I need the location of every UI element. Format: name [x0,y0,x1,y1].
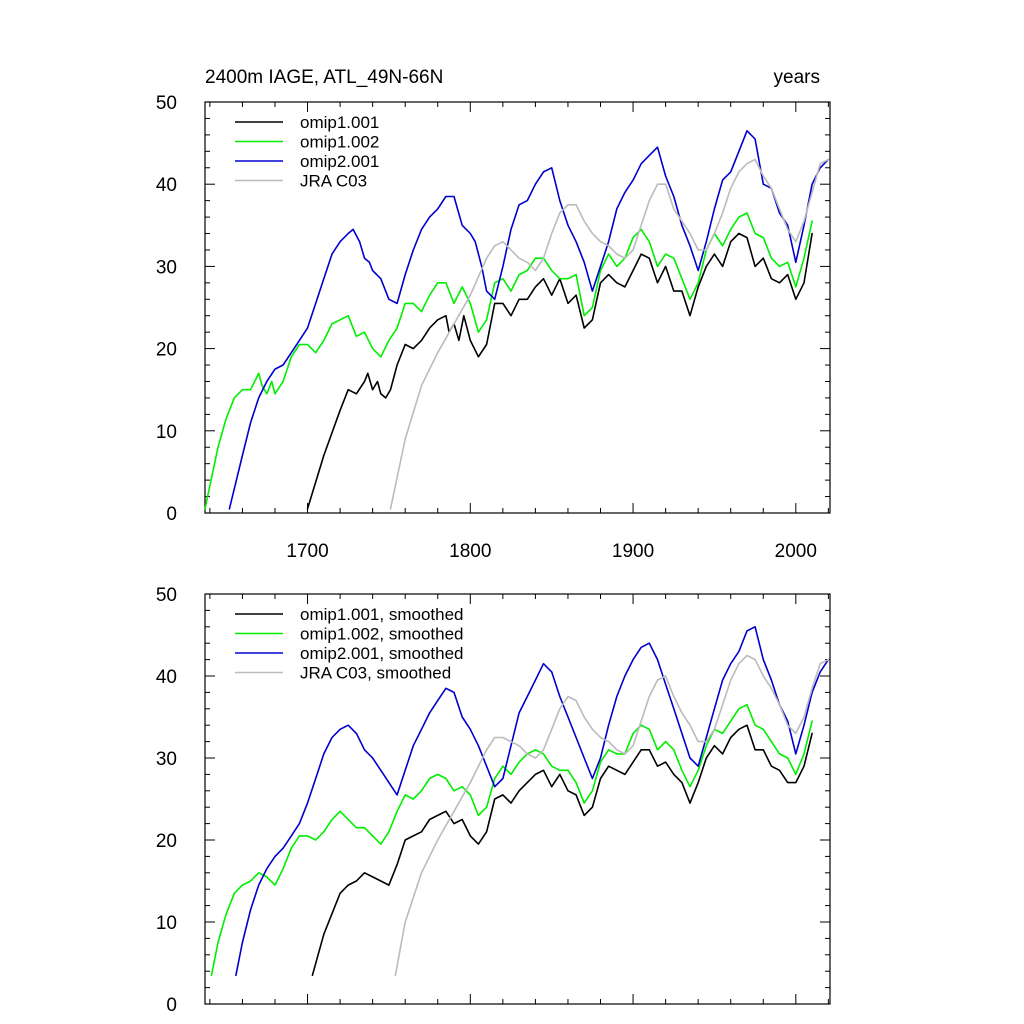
legend-label-3: omip2.001 [300,152,379,171]
series-line-1 [306,232,813,510]
y-tick-label: 30 [156,257,177,278]
panel-title-left: 2400m IAGE, ATL_49N-66N [205,67,443,88]
y-tick-label: 0 [166,504,177,525]
y-tick-label: 20 [156,831,177,852]
y-tick-label: 20 [156,340,177,361]
y-tick-label: 0 [166,995,177,1016]
plot-area: 0 10 20 30 40 50 omip1.001, smoothedomip1.002,… [156,585,831,1016]
legend-label-1: omip1.001, smoothed [300,605,464,624]
x-tick-label: 1800 [449,541,491,562]
x-tick-label: 2000 [775,541,817,562]
plot-area: 1700 1800 1900 200001020304050omip1.001omip… [156,93,831,562]
y-tick-label: 30 [156,749,177,770]
legend-label-2: omip1.002 [300,133,379,152]
legend-label-1: omip1.001 [300,113,379,132]
series-line-3 [235,625,830,977]
plot-frame [204,101,831,514]
legend-label-2: omip1.002, smoothed [300,625,464,644]
y-tick-label: 50 [156,93,177,114]
y-tick-label: 40 [156,667,177,688]
legend-label-3: omip2.001, smoothed [300,644,464,663]
x-tick-label: 1700 [286,541,328,562]
panel-title-right: years [774,67,820,88]
y-tick-label: 10 [156,422,177,443]
series-line-3 [228,130,830,510]
y-tick-label: 10 [156,913,177,934]
legend-label-4: JRA C03, smoothed [300,664,451,683]
series-line-4 [389,158,830,510]
y-tick-label: 50 [156,585,177,606]
x-tick-label: 1900 [612,541,654,562]
legend-label-4: JRA C03 [300,172,367,191]
plot-frame [204,593,831,1005]
series-line-1 [311,724,813,977]
series-line-4 [394,654,830,977]
panel-bottom: 0 10 20 30 40 50 omip1.001, smoothedomip1.002,… [156,585,831,1016]
y-tick-label: 40 [156,175,177,196]
panel-top: 2400m IAGE, ATL_49N-66N years 1700 1800 19… [156,67,831,562]
